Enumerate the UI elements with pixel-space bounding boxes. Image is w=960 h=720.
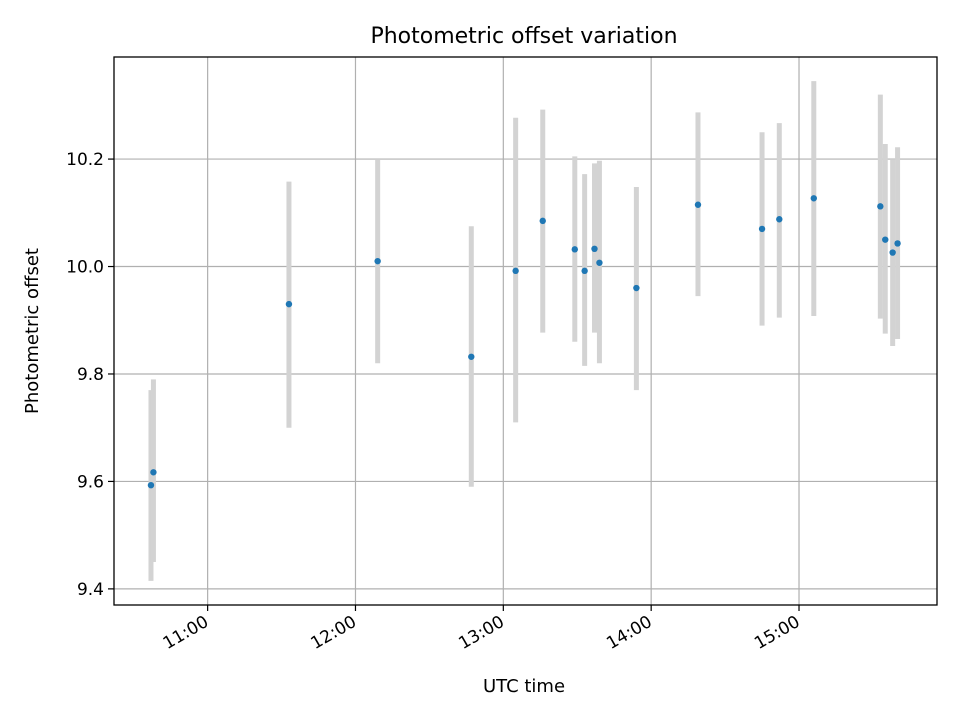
data-point bbox=[374, 257, 381, 265]
data-point bbox=[581, 267, 588, 275]
x-tick-label: 12:00 bbox=[308, 612, 360, 654]
data-point bbox=[758, 225, 766, 233]
data-point bbox=[882, 236, 889, 243]
x-tick-label: 11:00 bbox=[160, 612, 212, 654]
data-point bbox=[694, 201, 702, 208]
x-tick-label: 14:00 bbox=[603, 612, 655, 654]
data-point bbox=[889, 249, 896, 256]
y-tick-label: 10.2 bbox=[66, 150, 104, 170]
data-point bbox=[877, 203, 884, 210]
plot-frame bbox=[113, 56, 938, 606]
y-tick-label: 9.6 bbox=[77, 472, 104, 492]
x-axis-label: UTC time bbox=[483, 676, 565, 697]
data-point bbox=[596, 259, 603, 266]
data-point bbox=[512, 267, 519, 275]
data-point bbox=[285, 300, 293, 308]
x-tick-label: 13:00 bbox=[455, 612, 507, 654]
chart-title: Photometric offset variation bbox=[370, 24, 677, 49]
y-tick-label: 9.4 bbox=[77, 580, 104, 600]
data-point bbox=[633, 284, 640, 292]
data-point bbox=[591, 245, 598, 252]
y-axis-label: Photometric offset bbox=[22, 248, 43, 414]
x-tick-label: 15:00 bbox=[751, 612, 803, 654]
y-tick-label: 9.8 bbox=[77, 365, 104, 385]
data-point bbox=[894, 240, 901, 247]
grid bbox=[114, 57, 937, 605]
data-point bbox=[539, 217, 546, 225]
x-axis-ticks: 11:00 12:00 13:00 14:00 15:00 bbox=[160, 605, 804, 654]
y-tick-label: 10.0 bbox=[66, 258, 104, 278]
data-points bbox=[147, 195, 901, 489]
data-point bbox=[571, 246, 578, 253]
data-point bbox=[468, 353, 475, 360]
data-point bbox=[776, 216, 783, 223]
y-axis-ticks: 9.4 9.6 9.8 10.0 10.2 bbox=[66, 150, 114, 600]
data-point bbox=[150, 469, 157, 476]
error-bars bbox=[148, 81, 901, 581]
data-point bbox=[810, 195, 817, 202]
data-point bbox=[147, 481, 155, 489]
